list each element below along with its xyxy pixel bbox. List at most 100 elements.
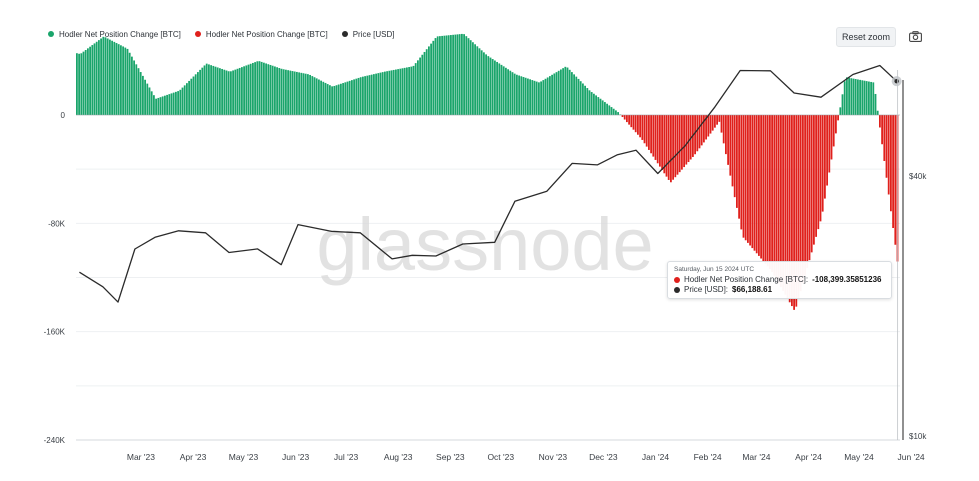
bar-negative xyxy=(762,115,765,262)
bar-positive xyxy=(500,64,503,115)
bar-positive xyxy=(351,80,353,115)
bar-positive xyxy=(617,112,619,115)
legend-item-price[interactable]: Price [USD] xyxy=(341,30,394,39)
bar-positive xyxy=(397,69,399,115)
bar-positive xyxy=(157,97,160,115)
bar-positive xyxy=(425,49,428,116)
bar-positive xyxy=(238,67,241,115)
bar-positive xyxy=(518,75,520,115)
bar-positive xyxy=(384,71,386,115)
bar-positive xyxy=(872,82,875,115)
bar-negative xyxy=(813,115,815,245)
bar-positive xyxy=(313,77,316,115)
bar-negative xyxy=(824,115,826,199)
bar-positive xyxy=(236,68,239,115)
bar-positive xyxy=(524,77,527,115)
bar-negative xyxy=(764,115,767,264)
bar-positive xyxy=(439,36,441,115)
bar-positive xyxy=(87,48,89,115)
bar-positive xyxy=(366,75,369,115)
bar-negative xyxy=(718,115,721,122)
bar-positive xyxy=(188,80,190,115)
bar-positive xyxy=(610,107,613,115)
bar-negative xyxy=(681,115,683,170)
bar-positive xyxy=(522,77,525,115)
bar-positive xyxy=(876,110,879,115)
bar-positive xyxy=(854,79,857,115)
x-tick-label: May '23 xyxy=(229,452,259,462)
bar-positive xyxy=(540,81,542,115)
bar-positive xyxy=(608,105,611,115)
bar-positive xyxy=(76,53,78,115)
bar-negative xyxy=(755,115,758,254)
bar-positive xyxy=(606,103,608,115)
bar-negative xyxy=(648,115,650,150)
bar-positive xyxy=(461,33,463,115)
bar-positive xyxy=(417,60,419,115)
bar-positive xyxy=(139,72,142,115)
bar-negative xyxy=(698,115,701,149)
bar-negative xyxy=(628,115,630,125)
bar-positive xyxy=(399,68,402,115)
bar-positive xyxy=(368,75,371,115)
bar-positive xyxy=(516,74,518,115)
bar-positive xyxy=(192,76,195,115)
bar-negative xyxy=(826,115,828,186)
bar-positive xyxy=(320,80,322,115)
bar-negative xyxy=(683,115,685,168)
bar-positive xyxy=(538,82,540,115)
reset-zoom-button[interactable]: Reset zoom xyxy=(836,27,896,47)
bar-negative xyxy=(672,115,674,180)
tooltip-date: Saturday, Jun 15 2024 UTC xyxy=(674,266,755,273)
bar-positive xyxy=(168,94,171,115)
bar-positive xyxy=(469,40,472,115)
bar-positive xyxy=(318,79,320,115)
bar-negative xyxy=(659,115,661,167)
legend-item-negative[interactable]: Hodler Net Position Change [BTC] xyxy=(194,30,328,39)
tooltip-swatch-net-position xyxy=(674,277,680,283)
watermark: glassnode xyxy=(316,203,653,286)
bar-positive xyxy=(148,87,151,115)
bar-positive xyxy=(527,78,529,115)
bar-negative xyxy=(810,115,813,253)
bar-positive xyxy=(494,60,496,115)
bar-positive xyxy=(199,69,201,115)
x-tick-label: Apr '24 xyxy=(795,452,822,462)
bar-negative xyxy=(795,115,798,307)
bar-positive xyxy=(579,81,582,115)
x-tick-label: Sep '23 xyxy=(436,452,465,462)
bar-negative xyxy=(797,115,800,299)
y-axis-right: $40k $10k xyxy=(909,172,927,441)
bar-positive xyxy=(498,63,501,115)
bar-series xyxy=(76,33,899,310)
bar-positive xyxy=(166,94,168,115)
bar-positive xyxy=(142,75,144,115)
bar-negative xyxy=(652,115,655,157)
bar-negative xyxy=(771,115,773,272)
bar-positive xyxy=(190,78,193,115)
bar-positive xyxy=(289,70,292,115)
bar-positive xyxy=(271,65,274,115)
bar-positive xyxy=(597,97,600,115)
bar-positive xyxy=(432,40,435,116)
legend-item-positive[interactable]: Hodler Net Position Change [BTC] xyxy=(48,30,181,39)
bar-positive xyxy=(511,72,514,115)
bar-negative xyxy=(784,115,787,295)
bar-positive xyxy=(496,61,498,115)
bar-negative xyxy=(667,115,670,180)
bar-negative xyxy=(661,115,663,170)
bar-positive xyxy=(568,69,571,115)
bar-positive xyxy=(106,38,109,115)
tooltip-row-net-position: Hodler Net Position Change [BTC]: -108,3… xyxy=(674,275,885,285)
bar-positive xyxy=(465,36,468,115)
bar-negative xyxy=(714,115,716,128)
bar-negative xyxy=(835,115,837,134)
bar-negative xyxy=(791,115,793,307)
tooltip: Saturday, Jun 15 2024 UTC Hodler Net Pos… xyxy=(667,261,892,299)
bar-positive xyxy=(285,69,287,115)
bar-positive xyxy=(564,66,567,115)
bar-negative xyxy=(773,115,776,276)
bar-negative xyxy=(751,115,754,249)
bar-positive xyxy=(144,79,146,115)
camera-icon[interactable] xyxy=(907,29,923,43)
